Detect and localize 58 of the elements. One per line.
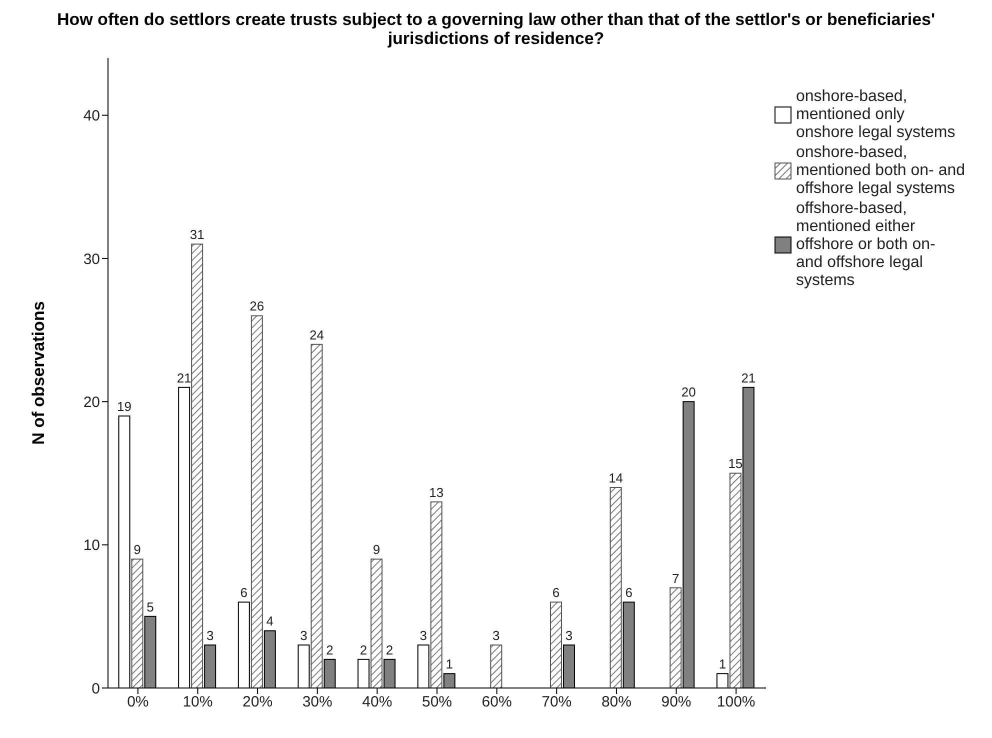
data-label: 21 [176, 370, 192, 386]
legend-label: offshore-based, mentioned either offshore or both on- and offshore legal systems [796, 200, 936, 290]
x-tick-label: 0% [127, 694, 149, 711]
y-tick-label: 0 [92, 680, 100, 698]
x-tick-label: 30% [302, 694, 332, 711]
data-label: 5 [146, 599, 154, 614]
x-tick-label: 10% [182, 694, 213, 711]
data-label: 1 [446, 656, 453, 672]
y-tick-label: 30 [83, 250, 100, 268]
data-label: 1 [718, 656, 726, 672]
x-tick-label: 90% [661, 694, 692, 711]
data-label: 3 [206, 628, 214, 644]
data-label: 2 [360, 642, 368, 658]
x-tick-label: 100% [716, 694, 756, 711]
y-axis-title: N of observations [29, 301, 48, 445]
data-label: 24 [309, 327, 324, 342]
y-tick-label: 10 [83, 537, 100, 554]
y-tick-label: 20 [83, 394, 100, 411]
x-tick-label: 60% [482, 694, 512, 711]
data-label: 20 [681, 384, 696, 400]
data-label: 21 [741, 370, 756, 386]
data-label: 19 [117, 398, 132, 414]
bar [729, 472, 742, 688]
data-label: 3 [565, 628, 573, 644]
bar [550, 602, 562, 688]
bar [490, 644, 502, 688]
data-label: 2 [386, 642, 394, 658]
bar [370, 558, 383, 688]
bar [250, 315, 263, 688]
data-label: 7 [672, 570, 680, 586]
data-label: 2 [326, 642, 334, 658]
data-label: 31 [190, 227, 204, 242]
data-label: 26 [250, 298, 264, 314]
y-tick-label: 40 [83, 108, 100, 125]
data-label: 3 [300, 628, 308, 644]
x-tick-label: 20% [242, 694, 273, 711]
data-label: 13 [429, 484, 444, 500]
data-label: 6 [240, 585, 248, 600]
bar [430, 501, 442, 688]
bar [310, 344, 323, 688]
data-label: 15 [728, 456, 743, 472]
bar [670, 587, 682, 688]
bar [610, 487, 622, 688]
data-label: 6 [625, 585, 632, 600]
chart-title: How often do settlors create trusts subject to a governing law other than that of the settlor's or beneficiaries' jurisdictions of residence? [56, 9, 936, 48]
bar [131, 558, 144, 688]
x-tick-label: 70% [542, 694, 572, 711]
x-tick-label: 40% [362, 694, 392, 711]
bar [191, 244, 204, 688]
x-tick-label: 50% [422, 694, 452, 711]
data-label: 3 [492, 628, 500, 644]
data-label: 3 [420, 628, 427, 644]
data-label: 9 [372, 542, 380, 558]
data-label: 6 [552, 585, 560, 600]
data-label: 14 [608, 470, 624, 486]
x-tick-label: 80% [601, 694, 632, 711]
data-label: 4 [266, 614, 274, 629]
data-label: 9 [134, 542, 141, 558]
